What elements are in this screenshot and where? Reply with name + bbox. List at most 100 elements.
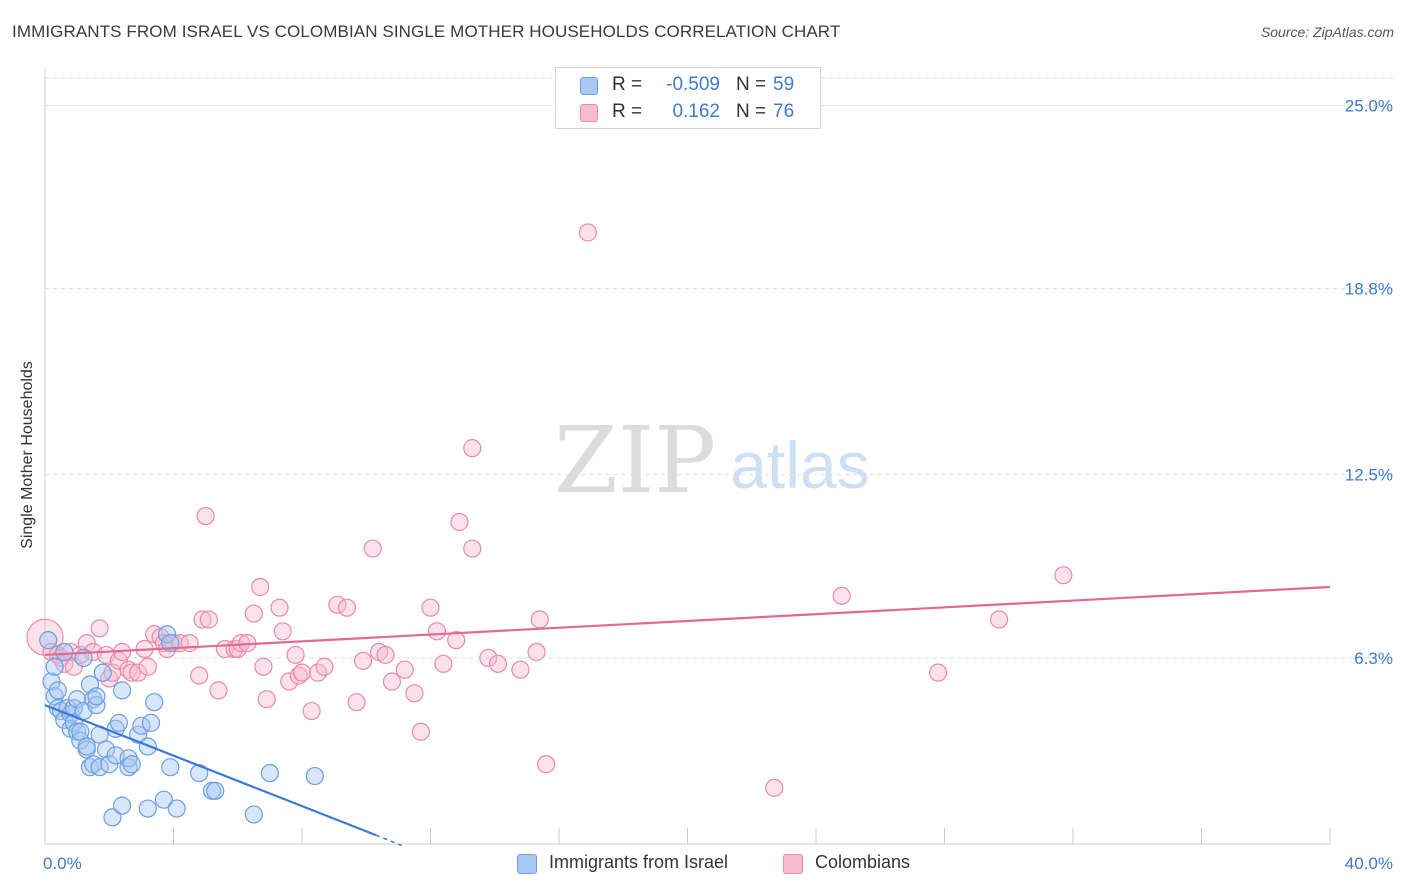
israel-point [55,642,74,662]
colombians-legend-swatch [783,854,803,874]
y-tick-label: 25.0% [1345,96,1393,115]
israel-point [305,766,324,786]
colombians-legend-label: Colombians [815,852,911,872]
israel-point [145,693,164,712]
israel-point [154,790,173,809]
colombians-point [244,604,263,623]
colombians-point [273,622,292,641]
israel-legend-label: Immigrants from Israel [549,852,729,872]
colombians-point [254,657,273,676]
colombians-point [832,586,851,605]
r-label: R = [612,74,643,95]
r-label: R = [612,101,643,122]
colombians-point [530,610,549,629]
israel-point [68,690,87,709]
correlation-legend: R = -0.509 N = 59 R = 0.162 N = 76 [555,67,821,129]
colombians-point [537,755,556,774]
israel-point [109,713,128,732]
axes [44,68,1331,845]
watermark: ZIP atlas [554,407,870,514]
colombians-point [405,684,424,703]
colombians-point [138,657,157,676]
gridlines [45,77,1395,659]
israel-point [260,763,279,783]
israel-point [112,796,132,815]
colombians-point [129,663,148,682]
israel-points [39,625,324,827]
israel-r-value: -0.509 [666,74,720,95]
y-tick-label: 18.8% [1345,280,1393,299]
tick-labels: 6.3% 12.5% 18.8% 25.0% 0.0% 40.0% [43,96,1393,873]
israel-point [122,755,141,774]
colombians-point [450,512,469,532]
colombians-point [280,672,299,691]
colombians-point [353,651,373,670]
israel-point [48,681,67,700]
colombians-point [421,598,440,617]
source-label: Source: ZipAtlas.com [1260,24,1394,40]
colombians-point [578,223,598,242]
x-tick-label-max: 40.0% [1345,854,1393,873]
colombians-point [209,681,228,700]
israel-point [138,799,157,818]
colombians-point [347,693,366,712]
colombians-point [427,622,447,641]
n-label: N = [736,101,767,122]
colombians-point [196,506,215,526]
watermark-zip: ZIP [554,407,716,514]
israel-point [42,672,61,691]
chart-title: IMMIGRANTS FROM ISRAEL VS COLOMBIAN SING… [12,22,841,41]
israel-point [93,663,112,682]
colombians-point [251,577,270,597]
colombians-point [193,610,212,629]
y-tick-label: 12.5% [1345,466,1393,485]
colombians-point [257,690,276,709]
colombians-point [90,619,109,638]
colombians-point [382,672,402,691]
n-label: N = [736,74,767,95]
watermark-atlas: atlas [730,428,869,502]
israel-swatch [580,77,598,95]
israel-point [244,805,263,824]
israel-point [103,808,122,827]
colombians-point [411,722,430,741]
israel-trend-line [44,704,377,837]
colombians-point [122,663,141,682]
colombians-point [527,642,546,662]
colombians-point [376,645,395,665]
colombians-point [302,701,321,721]
israel-point [206,781,225,800]
colombians-point [337,598,357,617]
colombians-point [180,634,199,653]
colombians-point [990,610,1009,629]
israel-point [167,799,186,818]
colombians-point [434,654,453,673]
colombians-point [292,663,312,682]
colombians-point [315,657,334,676]
trend-lines [44,585,1331,847]
colombians-point [289,666,308,685]
colombians-point [363,539,382,558]
colombians-point [928,663,948,682]
colombians-point [395,660,414,679]
israel-point [39,631,58,650]
colombians-point [77,634,96,653]
colombians-point [765,778,784,797]
israel-legend-swatch [517,854,537,874]
colombians-point [479,648,498,667]
israel-point [112,681,132,700]
israel-point [87,687,106,706]
colombians-swatch [580,104,598,122]
x-tick-label-min: 0.0% [43,854,82,873]
israel-point [45,657,64,676]
colombians-points [26,223,1073,797]
colombians-r-value: 0.162 [672,101,720,122]
colombians-point [190,666,209,685]
colombians-point [270,598,289,617]
israel-n-value: 59 [773,74,795,95]
colombians-trend-line [44,585,1331,657]
israel-point [100,755,119,774]
colombians-point [286,645,305,665]
colombians-n-value: 76 [773,101,795,122]
